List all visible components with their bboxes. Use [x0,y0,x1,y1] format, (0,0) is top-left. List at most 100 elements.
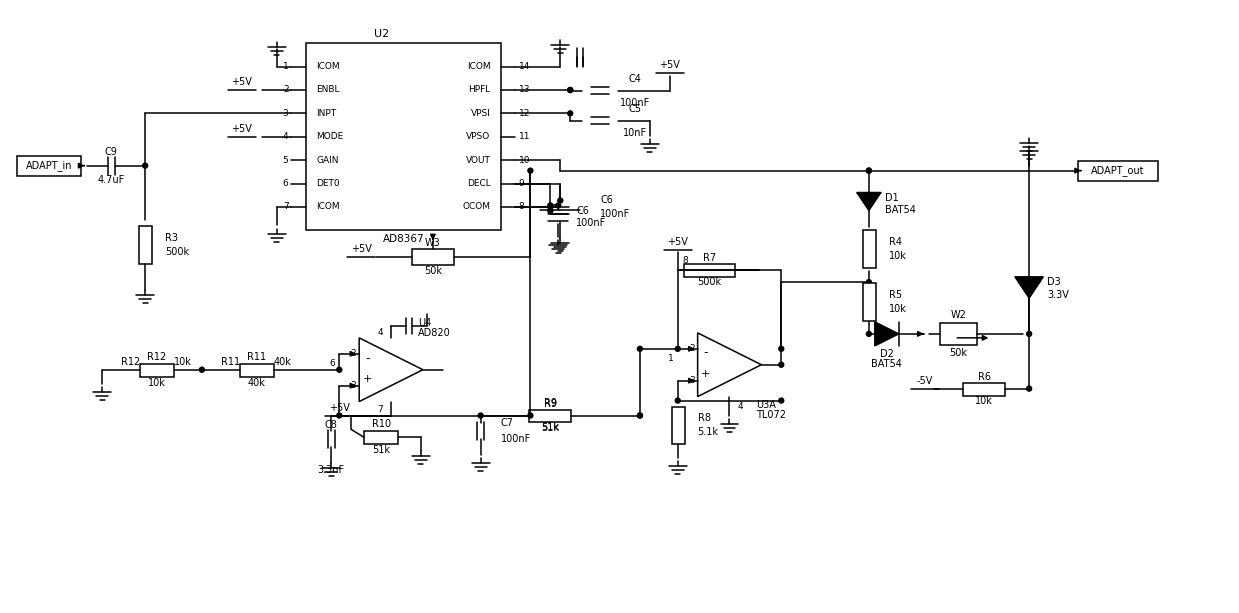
Text: 3: 3 [689,376,695,385]
Text: 7: 7 [282,202,289,211]
Text: C9: C9 [105,147,118,157]
Circle shape [866,280,871,284]
Text: GAIN: GAIN [316,156,339,165]
Text: -: - [704,346,707,359]
Circle shape [528,413,533,418]
Circle shape [1027,386,1032,391]
Circle shape [556,203,561,208]
Text: AD8367: AD8367 [383,234,424,245]
Text: W2: W2 [950,310,966,320]
Bar [684,264,736,277]
Text: 40k: 40k [248,378,265,387]
Bar [529,409,571,422]
Circle shape [637,413,642,418]
Text: R12: R12 [147,352,167,362]
Bar [239,364,274,376]
Text: 2: 2 [282,85,289,94]
Text: AD820: AD820 [418,328,451,338]
Text: 6: 6 [330,359,336,368]
Text: W3: W3 [425,238,441,248]
Text: C4: C4 [628,74,642,84]
Bar [672,406,685,444]
Text: D2: D2 [880,349,893,359]
Polygon shape [359,338,422,402]
Text: ENBL: ENBL [316,85,339,94]
Text: R10: R10 [372,419,390,430]
Text: R4: R4 [888,237,902,247]
Text: +: + [363,374,372,384]
Text: +: + [701,368,710,379]
Text: VOUT: VOUT [466,156,491,165]
Bar [17,156,82,175]
Text: 40k: 40k [274,357,291,367]
Bar [139,226,152,264]
Text: 100nF: 100nF [501,435,530,444]
Text: 500k: 500k [698,277,721,287]
Text: ADAPT_out: ADAPT_out [1092,165,1145,176]
Text: 5: 5 [282,156,289,165]
Text: R9: R9 [544,398,556,408]
Text: 1: 1 [668,354,674,364]
Text: +5V: +5V [659,60,680,70]
Text: 7: 7 [378,405,383,414]
Text: 13: 13 [518,85,530,94]
Text: DET0: DET0 [316,179,339,188]
Text: 500k: 500k [165,247,190,257]
Text: TL072: TL072 [756,409,787,419]
Circle shape [637,346,642,351]
Polygon shape [857,192,881,210]
Text: ADAPT_in: ADAPT_in [26,160,72,171]
Circle shape [779,362,784,367]
Circle shape [337,413,342,418]
Circle shape [675,398,680,403]
Circle shape [866,332,871,337]
Text: 100nF: 100nF [576,218,606,229]
Text: C6: C6 [600,196,613,205]
Text: 8: 8 [518,202,524,211]
Text: 50k: 50k [424,266,442,276]
Bar [1078,161,1157,181]
Text: R5: R5 [888,290,902,300]
Circle shape [567,111,572,116]
Text: 2: 2 [689,345,695,353]
Text: 3: 3 [282,109,289,118]
Text: 100nF: 100nF [620,98,650,108]
Text: 8: 8 [683,256,689,265]
Text: 10k: 10k [975,395,994,406]
Text: HPFL: HPFL [468,85,491,94]
Text: ICOM: ICOM [467,62,491,71]
Circle shape [337,367,342,372]
Text: VPSI: VPSI [471,109,491,118]
Circle shape [567,88,572,93]
Circle shape [548,203,553,208]
Text: 50k: 50k [949,348,968,358]
Text: 9: 9 [518,179,524,188]
Circle shape [199,367,204,372]
Bar [964,383,1005,395]
Bar [140,364,173,376]
Text: 11: 11 [518,132,530,141]
Text: 5.1k: 5.1k [698,427,719,438]
Text: +5V: +5V [232,77,253,87]
Circle shape [866,168,871,173]
Circle shape [567,88,572,93]
Text: BAT54: BAT54 [885,205,916,215]
Text: +5V: +5V [232,124,253,134]
Polygon shape [875,322,898,346]
Circle shape [478,413,483,418]
Text: 10k: 10k [149,378,166,387]
Text: C5: C5 [628,104,642,114]
Text: 4: 4 [282,132,289,141]
Text: R6: R6 [978,371,991,382]
Circle shape [637,413,642,418]
Bar [862,283,876,321]
Circle shape [1027,332,1032,337]
Text: R3: R3 [165,234,178,243]
Text: D1: D1 [885,194,898,204]
Text: D3: D3 [1047,277,1061,287]
Text: 12: 12 [518,109,530,118]
Circle shape [675,346,680,351]
Text: 10k: 10k [888,251,907,261]
Text: 10k: 10k [888,304,907,314]
Text: 3: 3 [351,381,356,390]
